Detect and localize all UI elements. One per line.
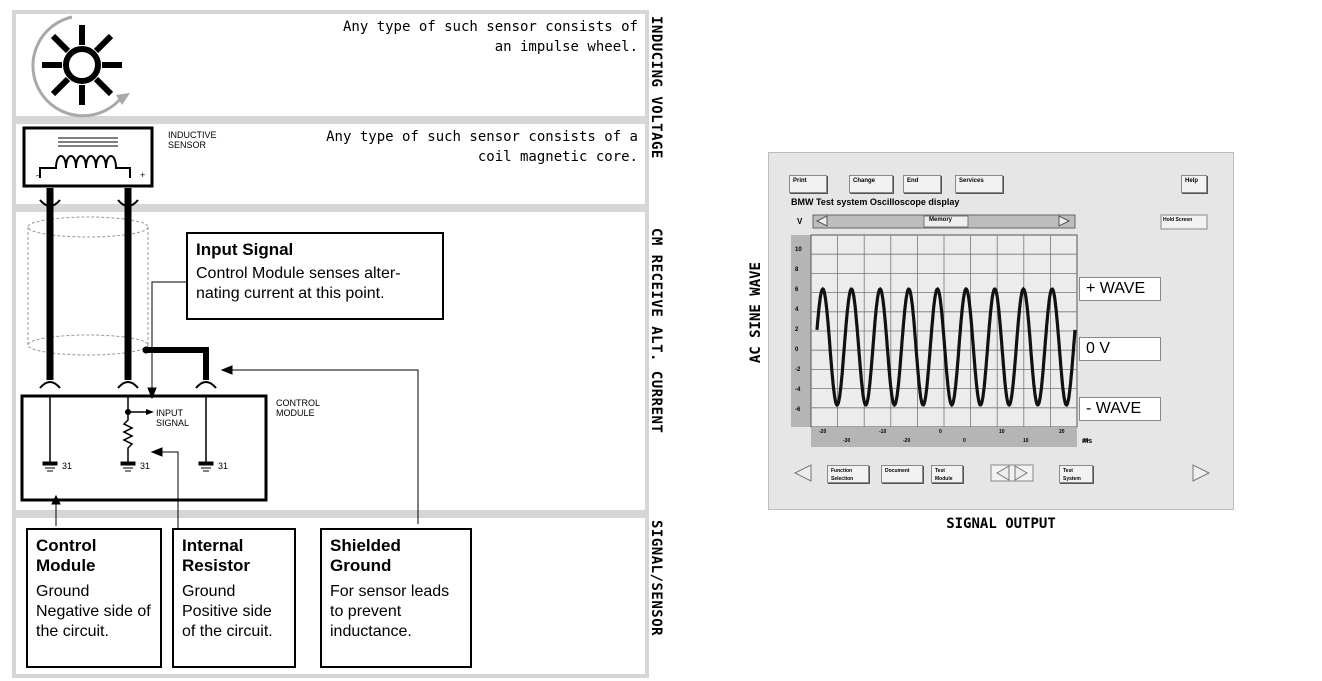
svg-text:+: +: [140, 170, 145, 180]
y-tick-label: 0: [795, 347, 799, 353]
x-tick-label: -10: [879, 429, 887, 435]
x-tick-label: 0: [939, 429, 942, 435]
control-module-body: Ground Negative side of the circuit.: [36, 583, 151, 640]
test-system-button[interactable]: Test System: [1059, 465, 1093, 483]
side-label-cm-receive: CM RECEIVE ALT. CURRENT: [648, 228, 664, 434]
sensor-circuit-diagram: – +: [12, 10, 649, 678]
print-button[interactable]: Print: [789, 175, 827, 193]
y-tick-label: 2: [795, 327, 799, 333]
side-label-signal-sensor: SIGNAL/SENSOR: [648, 520, 664, 637]
ms-unit: ms: [1082, 438, 1093, 445]
control-module-callout: Control Module Ground Negative side of t…: [26, 528, 162, 668]
ground-number: 31: [62, 461, 73, 471]
input-signal-body: Control Module senses alter-nating curre…: [196, 265, 401, 302]
signal-output-caption: SIGNAL OUTPUT: [946, 516, 1056, 532]
plus-wave-label: + WAVE: [1079, 277, 1161, 301]
hold-screen-button[interactable]: Hold Screen: [1163, 217, 1193, 223]
y-tick-label: -4: [795, 387, 801, 393]
x-tick-label: -20: [819, 429, 827, 435]
change-button[interactable]: Change: [849, 175, 893, 193]
shield-cylinder: [27, 216, 149, 356]
x-tick-label: 0: [963, 438, 966, 444]
oscilloscope-display: Print Change End Services Help BMW Test …: [768, 152, 1234, 510]
svg-text:–: –: [36, 170, 41, 180]
input-signal-callout: Input Signal Control Module senses alter…: [186, 232, 444, 320]
shielded-ground-callout: Shielded Ground For sensor leads to prev…: [320, 528, 472, 668]
sine-wave: [815, 286, 1077, 408]
y-tick-label: -2: [795, 367, 801, 373]
y-tick-label: 6: [795, 287, 799, 293]
control-module-label: CONTROL MODULE: [276, 398, 320, 418]
y-tick-label: 10: [795, 247, 802, 253]
v-unit: V: [797, 217, 803, 226]
end-button[interactable]: End: [903, 175, 941, 193]
side-label-inducing-voltage: INDUCING VOLTAGE: [648, 16, 664, 159]
panel-frames: [12, 10, 649, 678]
scope-plot: [791, 214, 1211, 482]
x-tick-label: -30: [843, 438, 851, 444]
test-module-button[interactable]: Test Module: [931, 465, 963, 483]
y-tick-label: 8: [795, 267, 799, 273]
ac-sine-wave-caption: AC SINE WAVE: [748, 262, 764, 364]
wheel-caption: Any type of such sensor consists of an i…: [342, 19, 638, 55]
sensor-wires: [39, 188, 217, 389]
shielded-ground-body: For sensor leads to prevent inductance.: [330, 583, 450, 640]
ground-number: 31: [140, 461, 151, 471]
x-tick-label: 20: [1059, 429, 1065, 435]
inductive-sensor-icon: – +: [22, 126, 154, 188]
x-tick-label: 10: [999, 429, 1005, 435]
x-tick-label: 20: [1083, 438, 1089, 444]
control-module-title: Control Module: [36, 536, 97, 575]
x-tick-label: -20: [903, 438, 911, 444]
internal-resistor-body: Ground Positive side of the circuit.: [182, 583, 273, 640]
document-button[interactable]: Document: [881, 465, 923, 483]
pointer-lines: [51, 281, 419, 528]
sensor-label: INDUCTIVE SENSOR: [168, 130, 217, 150]
input-signal-title: Input Signal: [196, 240, 294, 259]
x-tick-label: 10: [1023, 438, 1029, 444]
internal-resistor-callout: Internal Resistor Ground Positive side o…: [172, 528, 296, 668]
scope-title: BMW Test system Oscilloscope display: [791, 197, 960, 207]
internal-resistor-title: Internal Resistor: [182, 536, 251, 575]
y-tick-label: -6: [795, 407, 801, 413]
shielded-ground-title: Shielded Ground: [330, 536, 401, 575]
y-tick-label: 4: [795, 307, 799, 313]
services-button[interactable]: Services: [955, 175, 1003, 193]
impulse-wheel-icon: [31, 15, 130, 118]
minus-wave-label: - WAVE: [1079, 397, 1161, 421]
function-selection-button[interactable]: Function Selection: [827, 465, 869, 483]
coil-caption: Any type of such sensor consists of a co…: [326, 129, 638, 165]
control-module-box: [20, 394, 268, 502]
help-button[interactable]: Help: [1181, 175, 1207, 193]
zero-volt-label: 0 V: [1079, 337, 1161, 361]
memory-label: Memory: [929, 217, 953, 223]
input-signal-small-label: INPUT SIGNAL: [156, 408, 190, 428]
ground-number: 31: [218, 461, 229, 471]
